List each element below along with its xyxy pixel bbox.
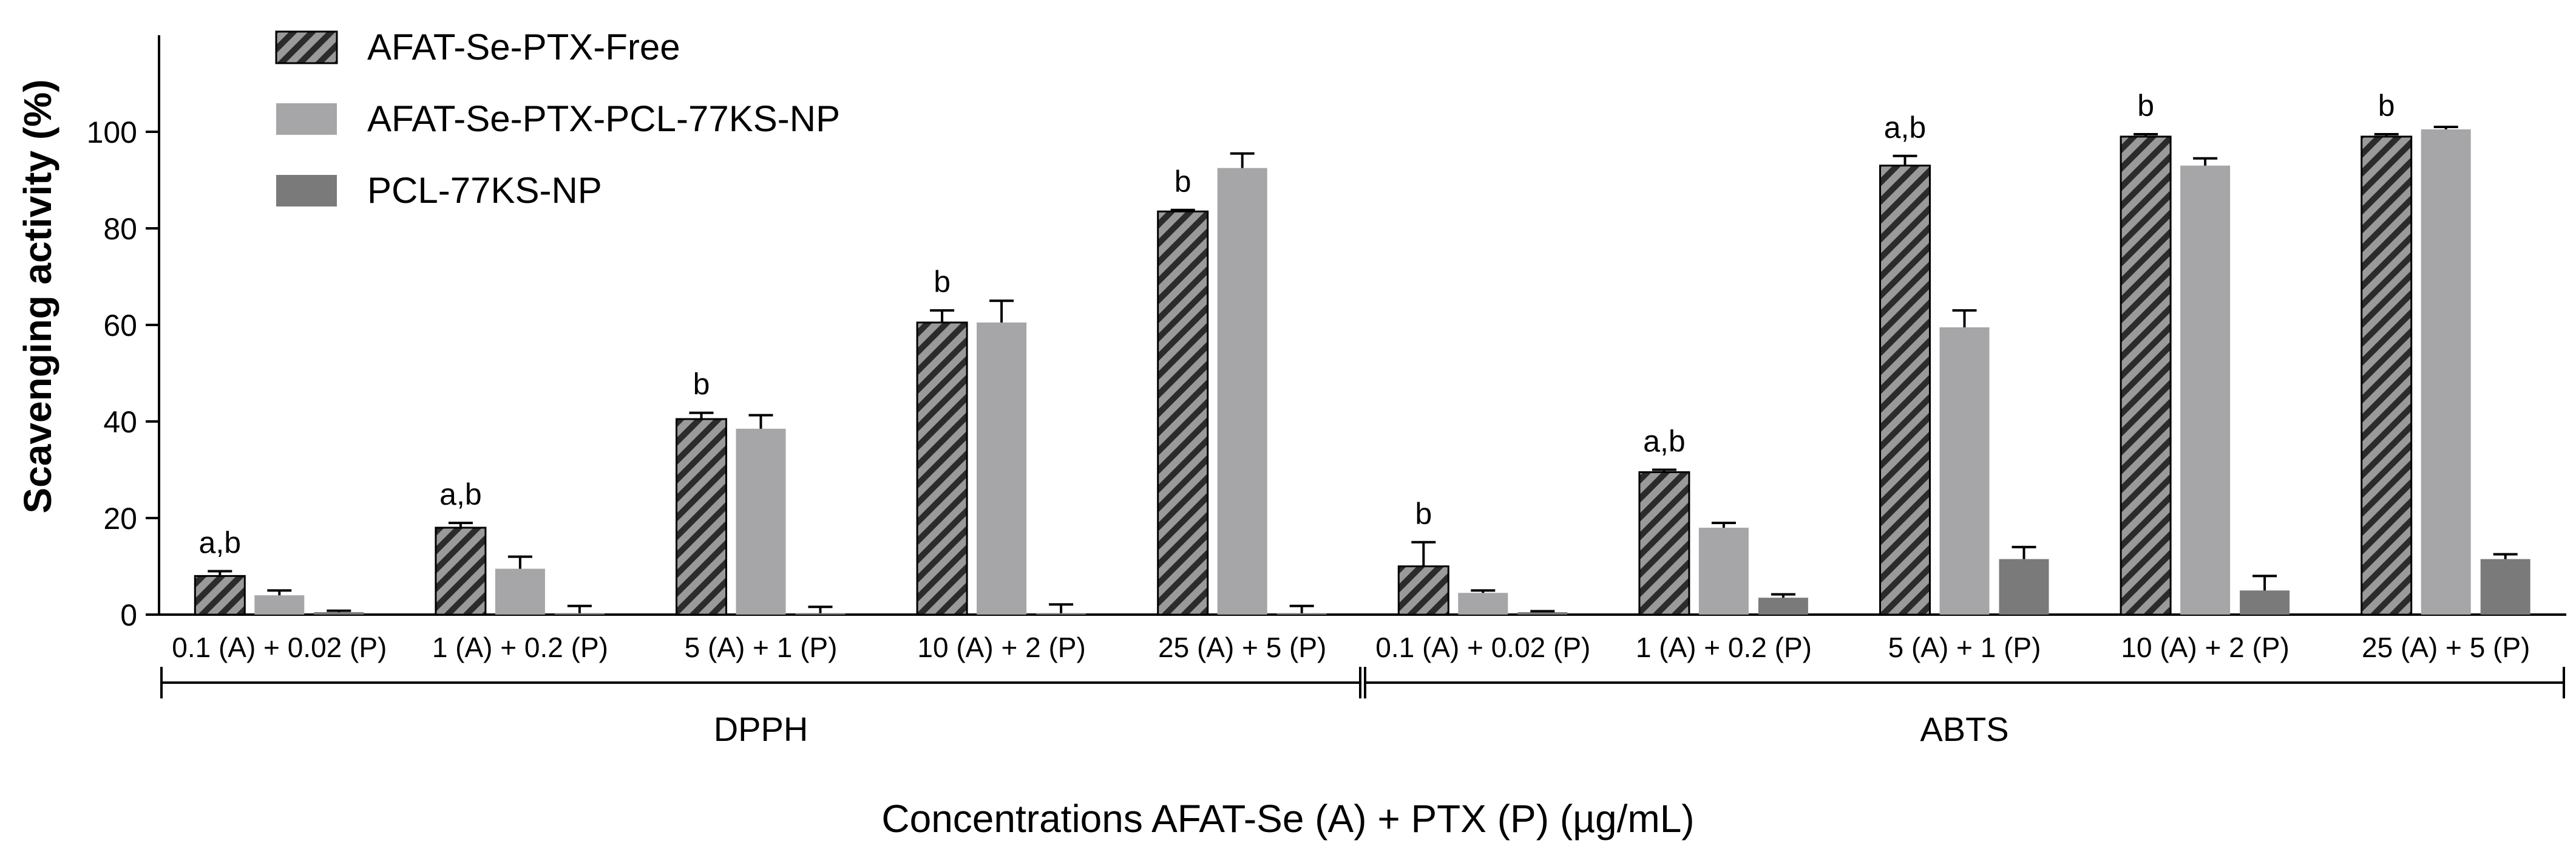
significance-annotations: a,b a,b b b b b a,b a,b b b — [199, 89, 2395, 559]
x-tick-label: 10 (A) + 2 (P) — [917, 632, 1085, 663]
legend-label: AFAT-Se-PTX-PCL-77KS-NP — [367, 98, 840, 139]
bar-free — [1157, 210, 1209, 616]
bar-nanoparticle — [254, 595, 305, 615]
bar-nanoparticle — [1458, 593, 1508, 615]
bar-pcl-control — [1758, 598, 1808, 615]
bar-pcl-control — [554, 613, 605, 615]
y-tick-label: 0 — [120, 598, 137, 632]
significance-label: a,b — [439, 477, 482, 511]
significance-label: b — [934, 265, 951, 299]
significance-label: b — [2137, 89, 2154, 123]
significance-label: b — [693, 367, 710, 401]
y-axis-label: Scavenging activity (%) — [16, 80, 59, 514]
x-tick-label: 10 (A) + 2 (P) — [2121, 632, 2289, 663]
legend-swatch — [276, 103, 337, 135]
significance-label: b — [1174, 165, 1191, 199]
legend: AFAT-Se-PTX-Free AFAT-Se-PTX-PCL-77KS-NP P… — [275, 27, 840, 211]
legend-swatch — [276, 175, 337, 206]
y-axis-ticks: 0 20 40 60 80 100 — [87, 115, 159, 632]
significance-label: b — [1415, 497, 1432, 531]
group-label: DPPH — [714, 710, 808, 748]
bar-pcl-control — [2240, 590, 2290, 615]
error-bars-layer — [208, 126, 2518, 613]
bar-free — [435, 527, 487, 616]
legend-swatch — [275, 30, 338, 64]
x-axis-label: Concentrations AFAT-Se (A) + PTX (P) (µg… — [881, 797, 1694, 841]
bars-layer — [194, 129, 2530, 616]
x-tick-label: 25 (A) + 5 (P) — [1158, 632, 1326, 663]
y-tick-label: 80 — [103, 212, 137, 246]
bar-pcl-control — [1036, 613, 1086, 615]
bar-free — [676, 418, 727, 616]
bar-free — [194, 575, 246, 616]
group-brackets: DPPH ABTS — [160, 667, 2565, 748]
bar-nanoparticle — [1939, 327, 1990, 615]
significance-label: a,b — [1884, 111, 1927, 145]
group-label: ABTS — [1920, 710, 2008, 748]
bar-nanoparticle — [736, 428, 786, 615]
bar-nanoparticle — [495, 568, 545, 615]
bar-pcl-control — [1276, 613, 1327, 615]
bar-free — [916, 321, 968, 616]
x-tick-label: 5 (A) + 1 (P) — [1888, 632, 2041, 663]
bar-pcl-control — [2480, 559, 2530, 615]
legend-label: AFAT-Se-PTX-Free — [367, 27, 680, 67]
x-tick-label: 1 (A) + 0.2 (P) — [1636, 632, 1812, 663]
bar-nanoparticle — [1698, 527, 1749, 615]
y-tick-label: 20 — [103, 502, 137, 536]
bar-free — [2361, 135, 2413, 616]
x-tick-label: 0.1 (A) + 0.02 (P) — [1375, 632, 1590, 663]
x-tick-label: 5 (A) + 1 (P) — [685, 632, 838, 663]
bar-free — [1879, 165, 1931, 616]
significance-label: b — [2378, 89, 2395, 123]
x-tick-label: 25 (A) + 5 (P) — [2362, 632, 2530, 663]
x-tick-label: 1 (A) + 0.2 (P) — [432, 632, 608, 663]
significance-label: a,b — [199, 525, 242, 559]
bar-free — [2120, 135, 2172, 616]
bar-free — [1397, 565, 1449, 616]
bar-nanoparticle — [1217, 168, 1267, 615]
bar-nanoparticle — [2180, 165, 2231, 615]
significance-label: a,b — [1643, 425, 1686, 459]
bar-pcl-control — [314, 612, 364, 615]
bar-nanoparticle — [977, 322, 1027, 615]
x-axis-tick-labels: 0.1 (A) + 0.02 (P) 1 (A) + 0.2 (P) 5 (A) +… — [172, 632, 2530, 663]
y-tick-label: 100 — [87, 115, 137, 149]
y-tick-label: 60 — [103, 309, 137, 343]
bar-nanoparticle — [2421, 129, 2471, 615]
y-tick-label: 40 — [103, 405, 137, 439]
bar-pcl-control — [1517, 612, 1568, 615]
legend-label: PCL-77KS-NP — [367, 170, 602, 211]
bar-free — [1638, 471, 1690, 616]
bar-pcl-control — [1999, 559, 2049, 615]
bar-pcl-control — [795, 613, 846, 615]
x-tick-label: 0.1 (A) + 0.02 (P) — [172, 632, 387, 663]
